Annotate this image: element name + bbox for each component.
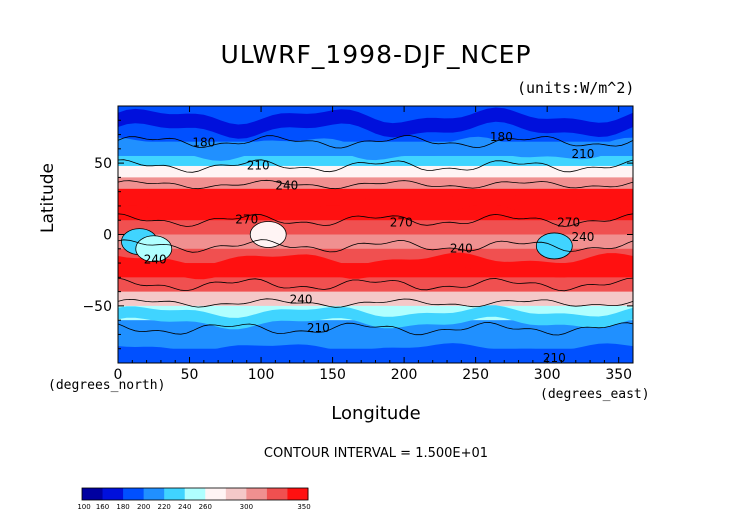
heatmap-band — [118, 277, 633, 293]
colorbar-swatch — [205, 488, 227, 500]
colorbar-label: 300 — [240, 503, 253, 511]
colorbar-frame — [81, 487, 309, 501]
y-axis-ticks: −50 0 50 — [82, 119, 633, 350]
colorbar-swatch — [82, 488, 104, 500]
x-tick-label: 50 — [181, 367, 199, 383]
y-tick-label: 0 — [103, 228, 112, 244]
colorbar-label: 240 — [178, 503, 191, 511]
contour-label: 210 — [247, 158, 270, 172]
contour-label: 240 — [144, 253, 167, 267]
colorbar-swatch — [184, 488, 206, 500]
colorbar-label: 220 — [157, 503, 170, 511]
low-olr-region — [249, 221, 287, 248]
contour-label: 240 — [275, 178, 298, 192]
colorbar-swatch — [246, 488, 268, 500]
colorbar-swatch — [225, 488, 247, 500]
y-tick-label: 50 — [94, 156, 112, 172]
contour-label: 180 — [192, 136, 215, 150]
contour-label: 240 — [290, 293, 313, 307]
colorbar-label: 100 — [77, 503, 90, 511]
contour-line — [117, 239, 634, 253]
colorbar-swatch — [102, 488, 124, 500]
colorbar-label: 160 — [96, 503, 109, 511]
contour-line — [117, 135, 634, 149]
colorbar-label: 260 — [199, 503, 212, 511]
contour-line — [117, 277, 634, 292]
contour-label: 240 — [450, 241, 473, 255]
contour-line — [117, 322, 634, 336]
colorbar-swatch — [123, 488, 145, 500]
colorbar-label: 200 — [137, 503, 150, 511]
low-olr-region — [135, 235, 173, 263]
contour-label: 210 — [543, 351, 566, 365]
colorbar-swatch — [164, 488, 186, 500]
heatmap-region — [118, 305, 633, 330]
contour-label: 210 — [307, 321, 330, 335]
heatmap-band — [118, 155, 633, 167]
contour-lines — [117, 135, 634, 336]
heatmap-region — [118, 136, 633, 161]
contour-line — [117, 213, 634, 227]
y-axis-label: Latitude — [38, 163, 58, 233]
x-tick-label: 300 — [534, 367, 561, 383]
heatmap-regions — [118, 107, 633, 361]
heatmap-band — [118, 165, 633, 178]
x-axis-ticks: 0 50 100 150 200 250 300 350 — [114, 106, 632, 383]
x-tick-label: 250 — [462, 367, 489, 383]
heatmap-band — [118, 334, 633, 350]
contour-label: 270 — [390, 216, 413, 230]
contour-label: 240 — [571, 230, 594, 244]
heatmap-band — [118, 220, 633, 235]
x-unit-label: (degrees_east) — [540, 387, 650, 402]
contour-label: 210 — [571, 147, 594, 161]
colorbar-label: 180 — [116, 503, 129, 511]
heatmap-region — [118, 107, 633, 139]
colorbar-swatch — [143, 488, 165, 500]
heatmap-band — [118, 291, 633, 307]
heatmap-region — [118, 189, 633, 217]
x-tick-label: 350 — [605, 367, 632, 383]
colorbar-swatch — [287, 488, 309, 500]
colorbar-label: 350 — [297, 503, 310, 511]
x-tick-label: 100 — [248, 367, 275, 383]
colorbar-swatch — [266, 488, 288, 500]
units-label: (units:W/m^2) — [517, 79, 635, 97]
x-tick-label: 150 — [319, 367, 346, 383]
chart-title: ULWRF_1998-DJF_NCEP — [220, 40, 532, 69]
contour-interval-label: CONTOUR INTERVAL = 1.500E+01 — [263, 446, 489, 461]
contour-label: 270 — [235, 213, 258, 227]
contour-line — [117, 179, 634, 190]
contour-line — [117, 298, 634, 308]
y-unit-label: (degrees_north) — [48, 378, 166, 393]
heatmap-region — [118, 252, 633, 280]
heatmap-region — [118, 343, 633, 361]
contour-label: 180 — [490, 130, 513, 144]
colorbar: 100 160 180 200 220 240 260 300 350 — [77, 487, 311, 511]
y-tick-label: −50 — [82, 299, 112, 315]
heatmap-band — [118, 234, 633, 250]
x-tick-label: 0 — [114, 367, 123, 383]
contour-line — [117, 159, 634, 173]
x-tick-label: 200 — [391, 367, 418, 383]
contour-label: 270 — [557, 216, 580, 230]
x-axis-label: Longitude — [331, 403, 421, 424]
